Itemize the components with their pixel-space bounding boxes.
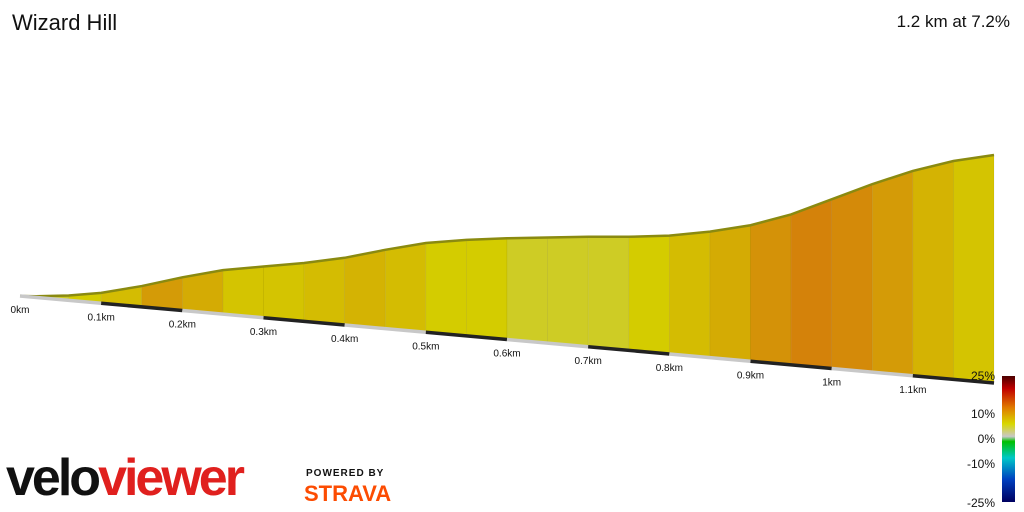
powered-by-label: POWERED BY	[306, 468, 385, 479]
distance-axis	[19, 294, 995, 385]
distance-band	[750, 359, 832, 371]
gradient-segment	[344, 249, 386, 329]
distance-band	[182, 308, 264, 320]
distance-band	[19, 294, 102, 305]
gradient-segment	[303, 257, 345, 326]
gradient-legend-bar	[1002, 376, 1015, 502]
strava-logo: STRAVA	[304, 481, 392, 506]
distance-band	[669, 352, 751, 363]
distance-band	[831, 366, 913, 378]
gradient-segment	[871, 170, 914, 377]
gradient-segment	[506, 237, 548, 344]
distance-band	[101, 301, 183, 313]
gradient-legend-label: 25%	[971, 369, 995, 383]
distance-tick-labels: 0km 0.1km 0.2km 0.3km 0.4km 0.5km 0.6km 0.7km 0.…	[11, 305, 927, 396]
gradient-segment	[790, 198, 832, 369]
distance-tick-label: 0.6km	[493, 349, 520, 360]
gradient-segment	[547, 236, 589, 348]
gradient-segments	[19, 153, 995, 384]
gradient-segment	[628, 235, 670, 355]
distance-tick-label: 0.9km	[737, 370, 764, 381]
gradient-legend-label: 10%	[971, 407, 995, 421]
gradient-segment	[587, 236, 630, 351]
distance-band	[588, 345, 670, 356]
distance-tick-label: 1km	[822, 378, 841, 389]
veloviewer-logo: veloviewer	[6, 449, 245, 507]
distance-tick-label: 0.4km	[331, 334, 358, 345]
gradient-segment	[831, 183, 873, 373]
distance-tick-label: 1.1km	[899, 385, 926, 396]
gradient-legend: 25% 10% 0% -10% -25%	[967, 369, 1015, 510]
distance-tick-label: 0.2km	[169, 320, 196, 331]
distance-tick-label: 0.5km	[412, 341, 439, 352]
distance-tick-label: 0.1km	[88, 312, 115, 323]
distance-tick-label: 0.8km	[656, 363, 683, 374]
gradient-legend-label: 0%	[978, 432, 996, 446]
distance-tick-label: 0.3km	[250, 327, 277, 338]
distance-tick-label: 0km	[11, 305, 30, 316]
distance-band	[344, 323, 426, 334]
gradient-segment	[912, 160, 954, 380]
gradient-segment	[384, 242, 427, 333]
gradient-segment	[953, 154, 995, 384]
distance-band	[425, 330, 508, 342]
gradient-segment	[263, 262, 305, 322]
gradient-legend-label: -10%	[967, 457, 995, 471]
distance-band	[912, 374, 995, 385]
climb-summary: 1.2 km at 7.2%	[896, 12, 1010, 31]
distance-band	[506, 337, 589, 349]
logo-velo: velo	[6, 449, 101, 507]
logo-viewer: viewer	[98, 449, 245, 507]
distance-tick-label: 0.7km	[575, 356, 602, 367]
gradient-segment	[669, 231, 711, 358]
gradient-segment	[750, 214, 792, 366]
distance-band	[263, 316, 345, 327]
gradient-segment	[425, 239, 467, 337]
gradient-segment	[466, 237, 508, 340]
gradient-segment	[709, 224, 751, 362]
chart-title: Wizard Hill	[12, 10, 118, 35]
gradient-legend-label: -25%	[967, 496, 995, 510]
profile-outline	[19, 153, 995, 298]
gradient-segment	[222, 266, 264, 319]
